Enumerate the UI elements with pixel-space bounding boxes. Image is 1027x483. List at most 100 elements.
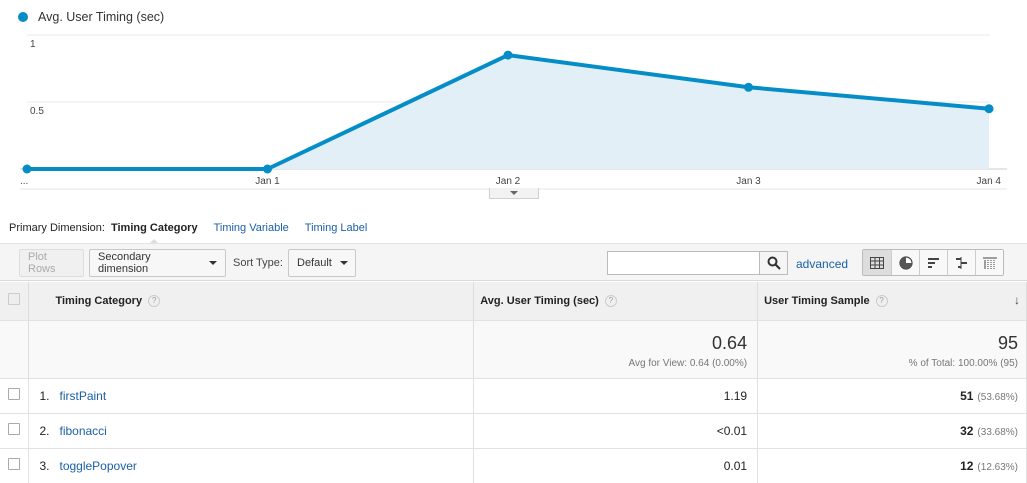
row-sample-value: 51 xyxy=(960,388,974,403)
total-avg-sub: Avg for View: 0.64 (0.00%) xyxy=(628,357,748,369)
x-tick-label: Jan 3 xyxy=(736,176,761,187)
table-row: 3. togglePopover 0.01 12 (12.63%) xyxy=(0,448,1027,483)
help-icon[interactable]: ? xyxy=(148,294,161,307)
x-tick-label: Jan 4 xyxy=(977,176,1002,187)
row-select-cell xyxy=(0,378,30,414)
y-tick-1: 1 xyxy=(30,39,36,50)
total-avg-value: 0.64 xyxy=(712,332,748,353)
total-sample-value: 95 xyxy=(997,332,1018,353)
legend-label: Avg. User Timing (sec) xyxy=(38,10,165,24)
row-sample-pct: (33.68%) xyxy=(977,426,1018,438)
row-select-cell xyxy=(0,448,30,483)
row-index: 3. xyxy=(39,458,50,473)
data-point[interactable] xyxy=(503,50,513,60)
help-icon[interactable]: ? xyxy=(875,294,888,307)
row-category-link[interactable]: togglePopover xyxy=(59,458,137,473)
data-point[interactable] xyxy=(263,164,272,174)
y-tick-0-5: 0.5 xyxy=(30,106,44,117)
data-point[interactable] xyxy=(22,164,32,174)
dimension-timing-category[interactable]: Timing Category xyxy=(110,222,198,245)
dimension-timing-label[interactable]: Timing Label xyxy=(304,222,368,234)
totals-sample-cell: 95 % of Total: 100.00% (95) xyxy=(757,320,1027,379)
x-tick-label: ... xyxy=(20,176,28,187)
chevron-down-icon xyxy=(339,261,348,265)
chart-legend: Avg. User Timing (sec) xyxy=(18,10,164,24)
row-sample-cell: 12 (12.63%) xyxy=(757,448,1027,483)
primary-dimension-label: Primary Dimension: xyxy=(9,222,105,234)
row-avg-value: <0.01 xyxy=(473,413,759,449)
row-sample-value: 12 xyxy=(960,458,974,473)
column-header-user-timing-sample[interactable]: User Timing Sample? ↓ xyxy=(757,282,1027,321)
column-label: Avg. User Timing (sec) xyxy=(480,294,599,307)
plot-rows-label: Plot Rows xyxy=(28,251,56,275)
row-sample-cell: 51 (53.68%) xyxy=(757,378,1027,414)
column-label: User Timing Sample xyxy=(764,294,870,307)
sort-type-value: Default xyxy=(297,257,332,269)
row-checkbox[interactable] xyxy=(8,388,21,400)
row-sample-value: 32 xyxy=(960,423,974,438)
row-checkbox[interactable] xyxy=(8,458,21,470)
table-search-input[interactable] xyxy=(607,251,760,275)
row-avg-value: 0.01 xyxy=(473,448,759,483)
secondary-dimension-dropdown[interactable]: Secondary dimension xyxy=(89,249,226,277)
column-header-timing-category[interactable]: Timing Category? xyxy=(28,282,475,321)
totals-empty-cell xyxy=(28,320,475,379)
dimension-timing-variable[interactable]: Timing Variable xyxy=(213,222,289,234)
row-index: 1. xyxy=(39,388,50,403)
sort-type-dropdown[interactable]: Default xyxy=(288,249,356,277)
column-header-avg-user-timing[interactable]: Avg. User Timing (sec)? xyxy=(473,282,759,321)
row-sample-pct: (12.63%) xyxy=(977,461,1018,473)
row-sample-cell: 32 (33.68%) xyxy=(757,413,1027,449)
totals-row: 0.64 Avg for View: 0.64 (0.00%) 95 % of … xyxy=(0,320,1027,379)
view-pie-button[interactable] xyxy=(891,250,919,275)
x-tick-label: Jan 1 xyxy=(255,176,280,187)
sort-descending-icon[interactable]: ↓ xyxy=(1014,293,1020,307)
x-axis-labels: ... Jan 1 Jan 2 Jan 3 Jan 4 xyxy=(20,176,1001,187)
chevron-down-icon xyxy=(209,261,217,265)
legend-dot-icon xyxy=(18,12,28,22)
table-toolbar: Plot Rows Secondary dimension Sort Type:… xyxy=(0,243,1027,281)
line-chart: 1 0.5 ... Jan 1 Jan 2 Jan 3 Jan 4 xyxy=(20,34,1007,190)
help-icon[interactable]: ? xyxy=(604,294,617,307)
column-label: Timing Category xyxy=(55,294,143,307)
view-switcher xyxy=(862,249,1004,276)
bar-chart-icon xyxy=(927,257,939,268)
row-category-cell: 2. fibonacci xyxy=(28,413,475,449)
table-row: 2. fibonacci <0.01 32 (33.68%) xyxy=(0,413,1027,449)
select-all-cell xyxy=(0,282,30,321)
pie-chart-icon xyxy=(898,255,913,270)
table-grid-icon xyxy=(870,256,884,269)
chart-resize-handle[interactable] xyxy=(489,188,539,199)
row-checkbox[interactable] xyxy=(8,423,21,435)
view-comparison-button[interactable] xyxy=(947,250,975,275)
pivot-icon xyxy=(982,257,997,269)
row-sample-pct: (53.68%) xyxy=(977,391,1018,403)
row-category-link[interactable]: fibonacci xyxy=(59,423,107,438)
advanced-filter-link[interactable]: advanced xyxy=(796,257,849,271)
totals-avg-cell: 0.64 Avg for View: 0.64 (0.00%) xyxy=(473,320,759,379)
data-point[interactable] xyxy=(744,82,753,92)
row-category-cell: 1. firstPaint xyxy=(28,378,475,414)
comparison-icon xyxy=(955,256,967,269)
row-index: 2. xyxy=(39,423,50,438)
search-button[interactable] xyxy=(759,251,788,275)
series-area xyxy=(27,55,989,169)
row-category-link[interactable]: firstPaint xyxy=(59,388,107,403)
view-table-button[interactable] xyxy=(863,250,891,275)
data-point[interactable] xyxy=(984,104,994,114)
plot-rows-button[interactable]: Plot Rows xyxy=(19,249,84,277)
totals-empty-cell xyxy=(0,320,30,379)
table-row: 1. firstPaint 1.19 51 (53.68%) xyxy=(0,378,1027,414)
search-icon xyxy=(767,256,781,270)
row-avg-value: 1.19 xyxy=(473,378,759,414)
row-category-cell: 3. togglePopover xyxy=(28,448,475,483)
x-tick-label: Jan 2 xyxy=(496,176,521,187)
select-all-checkbox[interactable] xyxy=(8,293,21,306)
sort-type-label: Sort Type: xyxy=(233,257,283,269)
total-sample-sub: % of Total: 100.00% (95) xyxy=(908,357,1018,369)
data-table: Timing Category? Avg. User Timing (sec)?… xyxy=(0,282,1027,483)
view-bar-button[interactable] xyxy=(919,250,947,275)
view-pivot-button[interactable] xyxy=(975,250,1003,275)
table-header-row: Timing Category? Avg. User Timing (sec)?… xyxy=(0,282,1027,321)
primary-dimension-bar: Primary Dimension: Timing Category Timin… xyxy=(9,222,383,245)
